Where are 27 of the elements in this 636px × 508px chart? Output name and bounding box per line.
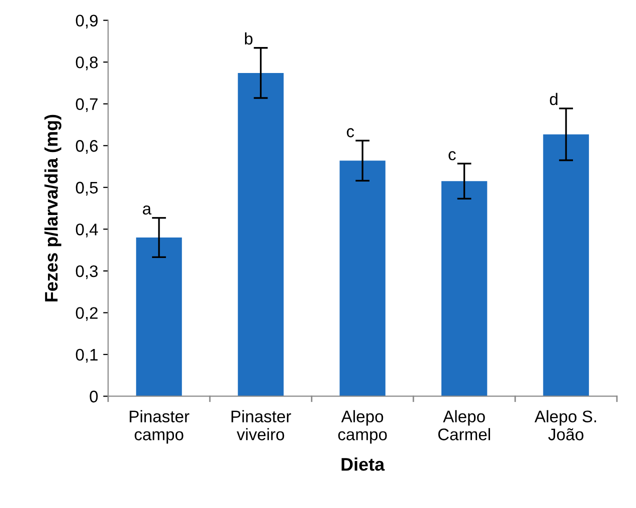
annotation: b xyxy=(244,32,252,45)
annotation: a xyxy=(142,205,152,215)
annotation: d xyxy=(550,92,558,106)
y-tick-label: 0,5 xyxy=(76,182,98,196)
bar xyxy=(543,134,589,396)
x-tick-label: Pinaster campo xyxy=(130,410,190,444)
y-tick-label: 0 xyxy=(90,390,98,402)
bar xyxy=(136,238,182,396)
y-tick-label: 0,9 xyxy=(76,14,98,28)
bar xyxy=(238,72,284,396)
y-tick-label: 0,3 xyxy=(76,265,98,280)
y-tick-label: 0,8 xyxy=(76,56,98,70)
x-axis-title: Dieta xyxy=(342,458,385,471)
bar xyxy=(340,160,386,396)
x-tick-label: Alepo Carmel xyxy=(438,410,490,440)
y-tick-label: 0,4 xyxy=(76,224,98,238)
y-axis-title: Fezes p/larva/dia (mg) xyxy=(44,114,62,302)
y-tick-label: 0,1 xyxy=(76,348,98,363)
x-tick-label: Alepo campo xyxy=(338,410,387,444)
y-tick-label: 0,2 xyxy=(76,307,98,321)
x-tick-label: Alepo S. João xyxy=(534,410,596,440)
y-tick-label: 0,7 xyxy=(76,98,98,112)
x-tick-label: Pinaster viveiro xyxy=(232,410,292,440)
annotation: c xyxy=(346,128,354,138)
bar xyxy=(441,181,488,396)
annotation: c xyxy=(448,151,456,160)
y-tick-label: 0,6 xyxy=(76,140,98,154)
